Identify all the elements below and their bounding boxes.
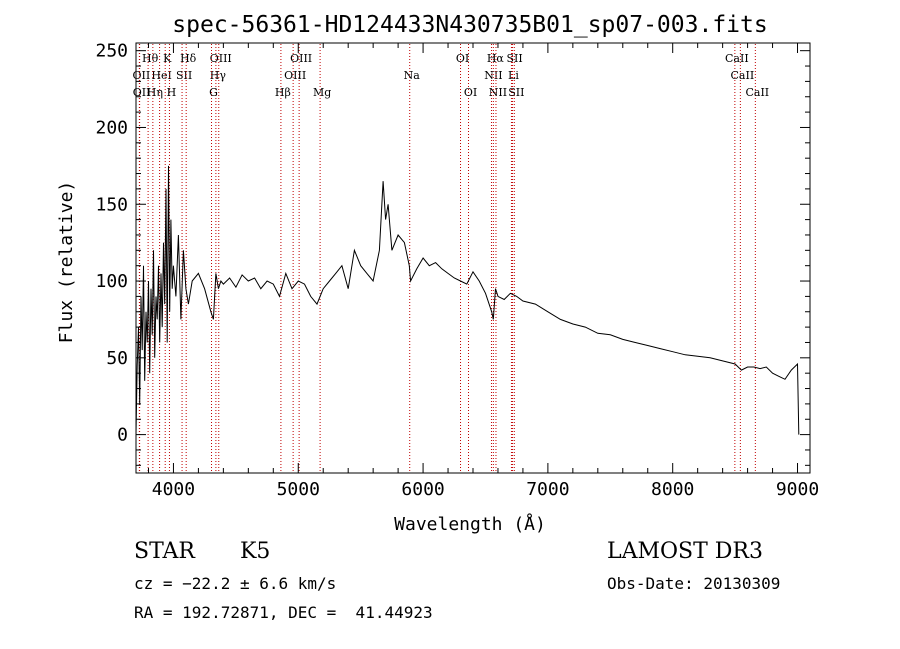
line-label: Mg (313, 86, 331, 99)
line-label: CaII (745, 86, 769, 99)
line-label: Li (508, 69, 519, 82)
line-label: Hβ (275, 86, 291, 99)
y-tick-label: 200 (95, 117, 128, 138)
line-label: SII (506, 52, 522, 65)
line-label: OII (133, 86, 151, 99)
line-label: Hθ (142, 52, 159, 65)
line-label: OII (133, 69, 151, 82)
y-tick-label: 150 (95, 194, 128, 215)
line-label: CaII (731, 69, 755, 82)
object-subclass: K5 (240, 539, 271, 564)
x-tick-label: 6000 (401, 479, 444, 500)
redshift-text: cz = −22.2 ± 6.6 km/s (134, 574, 337, 593)
line-label: G (209, 86, 218, 99)
line-label: OIII (290, 52, 312, 65)
coords-text: RA = 192.72871, DEC = 41.44923 (134, 603, 433, 622)
line-label: Hγ (210, 69, 227, 82)
line-label: SII (176, 69, 192, 82)
line-label: Na (404, 69, 421, 82)
x-tick-label: 9000 (776, 479, 819, 500)
x-tick-label: 7000 (526, 479, 569, 500)
x-tick-label: 8000 (651, 479, 694, 500)
y-tick-label: 50 (106, 348, 128, 369)
line-label: H (167, 86, 177, 99)
plot-frame (135, 42, 811, 474)
line-label: OIII (210, 52, 232, 65)
y-tick-label: 250 (95, 41, 128, 62)
line-label: Hδ (180, 52, 197, 65)
axis-ticks-layer: 4000 5000 6000 7000 8000 9000 0 50 100 150 200 250 (95, 41, 819, 500)
line-label: CaII (725, 52, 749, 65)
line-label: OI (456, 52, 469, 65)
x-tick-label: 4000 (152, 479, 195, 500)
line-label: OIII (284, 69, 306, 82)
survey-label: LAMOST DR3 (607, 539, 763, 564)
obs-date-text: Obs-Date: 20130309 (607, 574, 781, 593)
spectrum-line (135, 165, 800, 435)
chart-title: spec-56361-HD124433N430735B01_sp07-003.f… (172, 12, 767, 38)
x-tick-label: 5000 (277, 479, 320, 500)
spectrum-chart: spec-56361-HD124433N430735B01_sp07-003.f… (56, 12, 819, 535)
line-label: HeI (151, 69, 171, 82)
y-axis-label: Flux (relative) (56, 181, 77, 344)
line-label: K (163, 52, 172, 65)
line-label: OI (464, 86, 477, 99)
y-tick-label: 100 (95, 271, 128, 292)
line-label: NII (484, 69, 502, 82)
line-label: NII (489, 86, 507, 99)
object-class: STAR (134, 539, 195, 564)
line-label: Hα (487, 52, 505, 65)
x-axis-label: Wavelength (Å) (394, 513, 546, 535)
line-label: SII (508, 86, 524, 99)
y-tick-label: 0 (117, 425, 128, 446)
line-label: Hη (147, 86, 163, 99)
